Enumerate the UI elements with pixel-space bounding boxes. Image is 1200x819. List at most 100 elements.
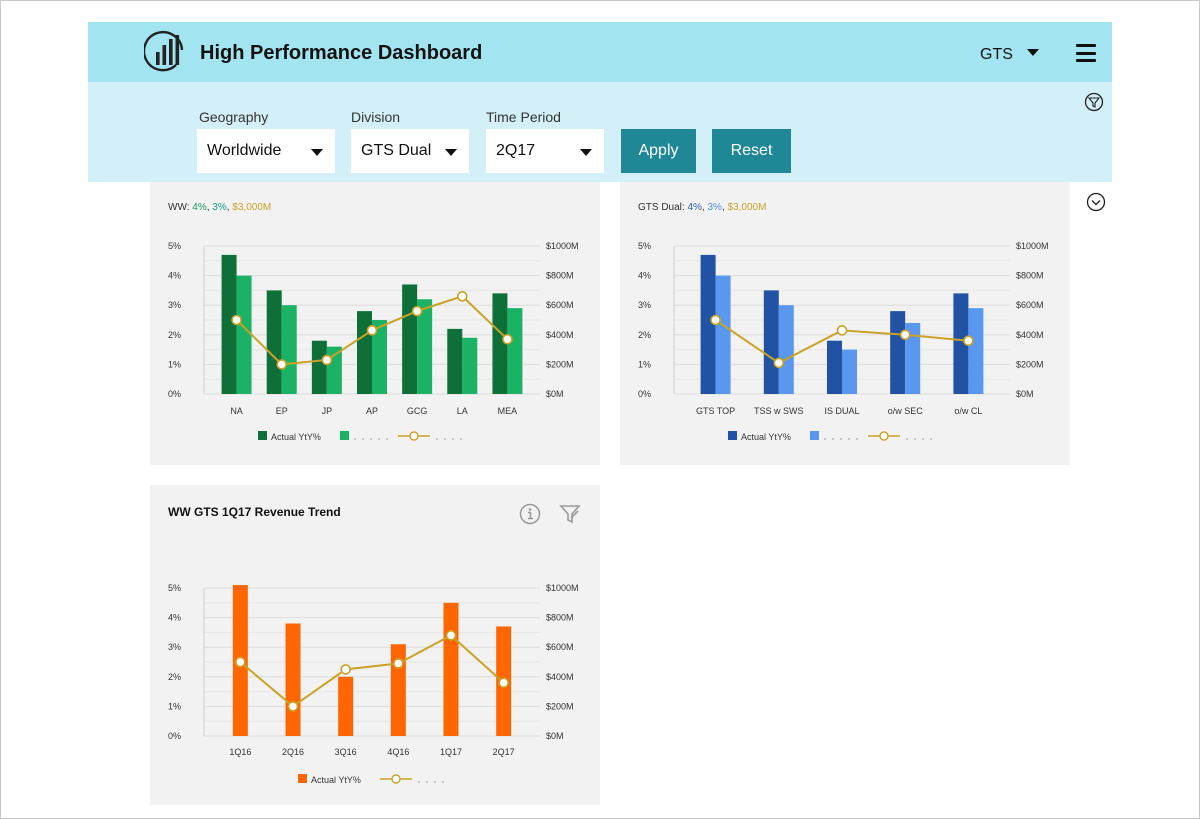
y-tick-label-right: $800M	[546, 613, 574, 623]
legend-swatch	[340, 431, 349, 440]
ww-summary-value-1: 4%	[192, 202, 207, 213]
x-tick-label: JP	[322, 406, 333, 416]
y-tick-label-left: 2%	[168, 330, 181, 340]
y-tick-label-right: $400M	[1016, 330, 1044, 340]
caret-down-icon	[580, 149, 592, 156]
dual-chart: 5% 4% 3% 2% 1% 0% $1000M $800M $600M $400M $200M $0…	[638, 241, 1049, 442]
app-title: High Performance Dashboard	[200, 42, 483, 64]
dual-summary: GTS Dual: 4%, 3%, $3,000M	[638, 202, 766, 213]
x-tick-label: 1Q17	[440, 747, 462, 757]
bar	[715, 275, 731, 394]
bar	[402, 284, 418, 394]
legend-swatch	[258, 431, 267, 440]
y-tick-label-left: 2%	[638, 330, 651, 340]
y-tick-label-left: 3%	[638, 300, 651, 310]
time-period-select[interactable]: 2Q17	[486, 129, 604, 173]
info-icon[interactable]	[519, 503, 541, 525]
y-tick-label-right: $400M	[546, 330, 574, 340]
y-tick-label-left: 0%	[638, 389, 651, 399]
geography-label: Geography	[199, 109, 269, 125]
y-tick-label-right: $1000M	[546, 241, 579, 251]
apply-button[interactable]: Apply	[621, 129, 696, 173]
y-tick-label-left: 0%	[168, 731, 181, 741]
legend-line-marker	[391, 774, 401, 784]
filter-icon[interactable]	[1084, 92, 1104, 112]
legend-swatch	[298, 774, 307, 783]
bar	[221, 254, 237, 394]
division-select[interactable]: GTS Dual	[351, 129, 469, 173]
y-tick-label-left: 3%	[168, 642, 181, 652]
bar	[778, 305, 794, 394]
legend-line-marker	[409, 431, 419, 441]
ww-chart-panel: WW: 4%, 3%, $3,000M 5% 4% 3% 2% 1% 0% $1000M $8…	[150, 182, 600, 465]
bar	[357, 311, 372, 394]
filter-bar: Geography Worldwide Division GTS Dual Ti…	[88, 82, 1112, 182]
funnel-filter-icon[interactable]	[559, 503, 581, 525]
y-tick-label-left: 2%	[168, 672, 181, 682]
bar-chart-logo-icon[interactable]	[144, 30, 186, 72]
line-point	[456, 291, 468, 302]
y-tick-label-left: 1%	[638, 359, 651, 369]
x-tick-label: GTS TOP	[696, 406, 735, 416]
line-point	[366, 325, 378, 336]
line-point	[340, 664, 351, 675]
bar	[326, 346, 342, 394]
bar	[372, 320, 387, 394]
x-tick-label: 3Q16	[335, 747, 357, 757]
app-header: High Performance Dashboard GTS	[88, 22, 1112, 82]
bar	[266, 290, 282, 394]
line-point	[231, 314, 242, 326]
y-tick-label-right: $200M	[546, 701, 574, 711]
legend-label: Actual YtY%	[741, 432, 791, 442]
bar	[390, 644, 406, 736]
trend-chart-title: WW GTS 1Q17 Revenue Trend	[168, 505, 341, 519]
division-value: GTS Dual	[361, 142, 432, 159]
y-tick-label-left: 5%	[168, 241, 181, 251]
y-tick-label-right: $200M	[1016, 359, 1044, 369]
y-tick-label-right: $0M	[546, 731, 564, 741]
x-tick-label: o/w CL	[954, 406, 982, 416]
line-point	[276, 359, 288, 370]
reset-button[interactable]: Reset	[712, 129, 791, 173]
line-point	[445, 630, 457, 641]
bar	[281, 305, 297, 394]
line-point	[321, 354, 333, 366]
x-tick-label: o/w SEC	[888, 406, 924, 416]
chevron-down-circle-icon[interactable]	[1086, 192, 1106, 212]
series-line	[239, 634, 505, 708]
geography-value: Worldwide	[207, 142, 282, 159]
dual-summary-sep-1: ,	[701, 202, 708, 213]
x-tick-label: 4Q16	[387, 747, 409, 757]
legend-label: Actual YtY%	[271, 432, 321, 442]
bar	[953, 293, 969, 394]
x-tick-label: 1Q16	[229, 747, 251, 757]
bar	[417, 299, 433, 394]
ww-summary: WW: 4%, 3%, $3,000M	[168, 202, 271, 213]
division-switcher-label: GTS	[980, 46, 1013, 63]
y-tick-label-left: 4%	[638, 271, 651, 281]
dual-chart-panel: GTS Dual: 4%, 3%, $3,000M 5% 4% 3% 2% 1% 0% $1…	[620, 182, 1070, 465]
ww-summary-value-2: 3%	[212, 202, 227, 213]
line-point	[963, 335, 974, 347]
x-tick-label: LA	[457, 406, 468, 416]
ww-summary-value-3: $3,000M	[232, 202, 272, 213]
x-tick-label: TSS w SWS	[754, 406, 804, 416]
dual-summary-prefix: GTS Dual:	[638, 202, 688, 213]
hamburger-menu-icon[interactable]	[1076, 44, 1096, 62]
x-tick-label: EP	[276, 406, 288, 416]
bar	[827, 340, 842, 394]
y-tick-label-right: $800M	[1016, 271, 1044, 281]
caret-down-icon	[1026, 48, 1039, 56]
geography-select[interactable]: Worldwide	[197, 129, 335, 173]
y-tick-label-left: 4%	[168, 271, 181, 281]
y-tick-label-right: $600M	[546, 642, 574, 652]
bar	[968, 308, 984, 394]
x-tick-label: NA	[230, 406, 243, 416]
y-tick-label-left: 0%	[168, 389, 181, 399]
bar	[905, 322, 921, 394]
x-tick-label: MEA	[498, 406, 518, 416]
ww-summary-sep-2: ,	[226, 202, 233, 213]
x-tick-label: AP	[366, 406, 378, 416]
division-switcher[interactable]: GTS	[980, 46, 1039, 64]
x-tick-label: 2Q17	[493, 747, 515, 757]
